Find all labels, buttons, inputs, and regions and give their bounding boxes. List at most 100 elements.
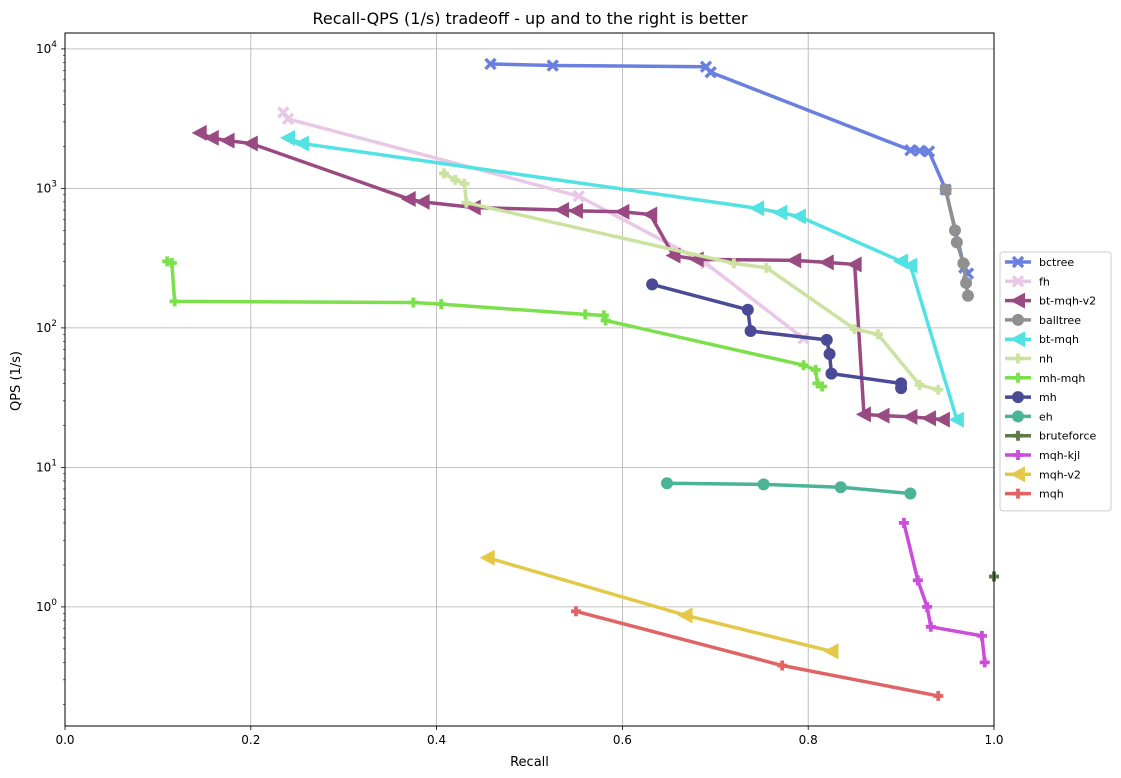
y-tick-label: 102 bbox=[36, 319, 57, 335]
data-point-mqh-kjl bbox=[980, 657, 990, 667]
data-point-mqh-v2 bbox=[480, 550, 495, 566]
data-point-eh bbox=[904, 487, 916, 499]
recall-qps-chart: Recall-QPS (1/s) tradeoff - up and to th… bbox=[0, 0, 1121, 778]
x-tick-label: 0.8 bbox=[799, 733, 818, 747]
legend-label: bctree bbox=[1039, 256, 1074, 269]
data-point-mh-mqh bbox=[799, 360, 809, 370]
data-point-balltree bbox=[940, 184, 952, 196]
series-fh bbox=[278, 107, 808, 343]
legend-label: bruteforce bbox=[1039, 430, 1096, 443]
series-line-mqh-kjl bbox=[904, 523, 985, 662]
series-nh bbox=[439, 168, 943, 394]
legend: bctree fh bt-mqh-v2 balltree bt-mqh nh mh-mqh m… bbox=[1000, 252, 1111, 511]
series-line-bctree bbox=[490, 64, 968, 274]
data-point-mh bbox=[742, 304, 754, 316]
legend-marker-mh bbox=[1012, 391, 1024, 403]
data-point-mh bbox=[895, 382, 907, 394]
data-point-eh bbox=[661, 477, 673, 489]
data-point-mqh-kjl bbox=[899, 518, 909, 528]
data-point-mh bbox=[821, 334, 833, 346]
x-axis-ticks: 0.0 0.2 0.4 0.6 0.8 1.0 bbox=[55, 726, 1003, 747]
legend-marker-eh bbox=[1012, 410, 1024, 422]
data-point-mh bbox=[824, 348, 836, 360]
data-point-bt-mqh-v2 bbox=[875, 408, 890, 424]
data-point-mh bbox=[825, 368, 837, 380]
y-axis-label: QPS (1/s) bbox=[9, 351, 24, 411]
data-point-bt-mqh bbox=[294, 135, 309, 151]
legend-label: bt-mqh bbox=[1039, 333, 1079, 346]
series-line-mh bbox=[652, 284, 901, 388]
data-point-mqh-v2 bbox=[678, 607, 693, 623]
x-tick-label: 0.4 bbox=[427, 733, 446, 747]
data-point-mh bbox=[745, 325, 757, 337]
series-mh-mqh bbox=[162, 256, 827, 391]
series-line-mqh-v2 bbox=[488, 558, 832, 652]
data-point-balltree bbox=[951, 236, 963, 248]
data-point-bt-mqh-v2 bbox=[192, 125, 207, 141]
data-point-mqh bbox=[777, 661, 787, 671]
series-line-mqh bbox=[576, 611, 938, 696]
data-point-mqh bbox=[571, 606, 581, 616]
data-point-bt-mqh bbox=[749, 200, 764, 216]
data-point-mqh-kjl bbox=[926, 622, 936, 632]
data-point-bt-mqh-v2 bbox=[902, 409, 917, 425]
series-line-nh bbox=[444, 173, 938, 389]
series-eh bbox=[661, 477, 916, 499]
data-point-mh-mqh bbox=[408, 298, 418, 308]
x-axis-label: Recall bbox=[510, 755, 549, 770]
y-tick-label: 104 bbox=[36, 40, 57, 56]
x-tick-label: 1.0 bbox=[984, 733, 1003, 747]
legend-label: mh bbox=[1039, 391, 1057, 404]
data-point-mqh-v2 bbox=[823, 643, 838, 659]
legend-label: mqh-v2 bbox=[1039, 468, 1081, 481]
series-line-eh bbox=[667, 483, 910, 493]
data-point-bt-mqh-v2 bbox=[415, 194, 430, 210]
series-mqh bbox=[571, 606, 943, 701]
data-point-mh-mqh bbox=[436, 299, 446, 309]
data-point-mh bbox=[646, 278, 658, 290]
series-line-mh-mqh bbox=[167, 261, 822, 386]
data-point-eh bbox=[835, 481, 847, 493]
y-tick-label: 103 bbox=[36, 179, 57, 195]
data-point-nh bbox=[459, 179, 469, 189]
data-point-bt-mqh bbox=[772, 205, 787, 221]
data-point-bt-mqh-v2 bbox=[554, 202, 569, 218]
data-point-balltree bbox=[957, 257, 969, 269]
series-bt-mqh-v2 bbox=[192, 125, 950, 428]
legend-label: eh bbox=[1039, 410, 1053, 423]
data-point-balltree bbox=[949, 224, 961, 236]
series-balltree bbox=[940, 184, 974, 302]
data-point-mh-mqh bbox=[170, 296, 180, 306]
data-point-bt-mqh-v2 bbox=[220, 133, 235, 149]
series-mh bbox=[646, 278, 907, 394]
data-point-bt-mqh bbox=[280, 130, 295, 146]
y-axis-ticks: 100101102103104 bbox=[36, 40, 65, 704]
legend-marker-balltree bbox=[1012, 314, 1024, 326]
legend-label: mh-mqh bbox=[1039, 372, 1085, 385]
data-point-mqh-kjl bbox=[922, 602, 932, 612]
series-mqh-kjl bbox=[899, 518, 990, 667]
data-point-bt-mqh-v2 bbox=[401, 191, 416, 207]
legend-label: mqh bbox=[1039, 488, 1064, 501]
series-mqh-v2 bbox=[480, 550, 839, 660]
data-point-mqh-kjl bbox=[913, 575, 923, 585]
series-layer bbox=[162, 59, 999, 701]
data-point-bt-mqh-v2 bbox=[243, 135, 258, 151]
data-point-nh bbox=[933, 385, 943, 395]
data-point-balltree bbox=[962, 290, 974, 302]
legend-label: fh bbox=[1039, 275, 1050, 288]
data-point-bt-mqh bbox=[791, 208, 806, 224]
data-point-bt-mqh-v2 bbox=[786, 252, 801, 268]
data-point-mh-mqh bbox=[811, 365, 821, 375]
legend-label: mqh-kjl bbox=[1039, 449, 1080, 462]
x-tick-label: 0.6 bbox=[613, 733, 632, 747]
legend-label: balltree bbox=[1039, 314, 1081, 327]
x-tick-label: 0.2 bbox=[241, 733, 260, 747]
data-point-bt-mqh-v2 bbox=[568, 203, 583, 219]
data-point-bt-mqh-v2 bbox=[921, 410, 936, 426]
series-bctree bbox=[485, 59, 973, 279]
data-point-eh bbox=[758, 478, 770, 490]
legend-label: nh bbox=[1039, 353, 1053, 366]
data-point-bt-mqh-v2 bbox=[819, 254, 834, 270]
data-point-bt-mqh-v2 bbox=[642, 206, 657, 222]
